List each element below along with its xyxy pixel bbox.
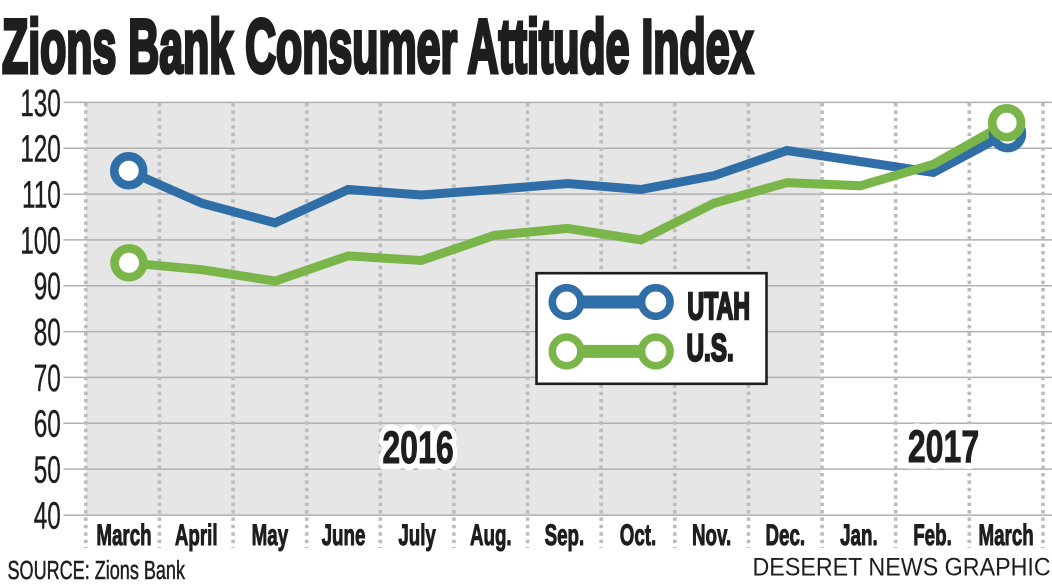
svg-text:Jan.: Jan.: [840, 518, 878, 552]
svg-text:Zions Bank Consumer Attitude I: Zions Bank Consumer Attitude Index: [2, 5, 754, 90]
svg-text:U.S.: U.S.: [687, 326, 734, 369]
svg-text:80: 80: [34, 310, 61, 353]
svg-text:60: 60: [34, 402, 61, 445]
svg-text:120: 120: [20, 127, 61, 170]
svg-text:2016: 2016: [382, 423, 453, 474]
svg-text:Sep.: Sep.: [545, 518, 585, 552]
svg-text:June: June: [322, 518, 366, 552]
svg-text:90: 90: [34, 265, 61, 308]
svg-text:May: May: [252, 518, 289, 552]
svg-text:110: 110: [22, 173, 61, 216]
svg-text:Aug.: Aug.: [470, 518, 512, 552]
svg-text:April: April: [175, 518, 218, 552]
svg-text:Oct.: Oct.: [620, 518, 657, 552]
svg-text:March: March: [978, 518, 1033, 552]
svg-text:70: 70: [34, 356, 61, 399]
svg-text:DESERET NEWS GRAPHIC: DESERET NEWS GRAPHIC: [753, 553, 1051, 581]
svg-text:March: March: [96, 518, 151, 552]
svg-text:Dec.: Dec.: [765, 518, 805, 552]
svg-text:40: 40: [34, 494, 61, 537]
svg-text:2016: 2016: [382, 423, 453, 474]
svg-text:UTAH: UTAH: [687, 285, 750, 327]
svg-text:SOURCE: Zions Bank: SOURCE: Zions Bank: [8, 556, 186, 585]
svg-text:Feb.: Feb.: [913, 518, 952, 552]
svg-text:Nov.: Nov.: [692, 518, 731, 552]
svg-text:July: July: [398, 518, 436, 552]
svg-text:130: 130: [20, 81, 61, 124]
svg-text:2017: 2017: [908, 422, 979, 473]
svg-text:2017: 2017: [908, 422, 979, 473]
svg-text:50: 50: [34, 448, 61, 491]
svg-text:100: 100: [20, 219, 61, 262]
